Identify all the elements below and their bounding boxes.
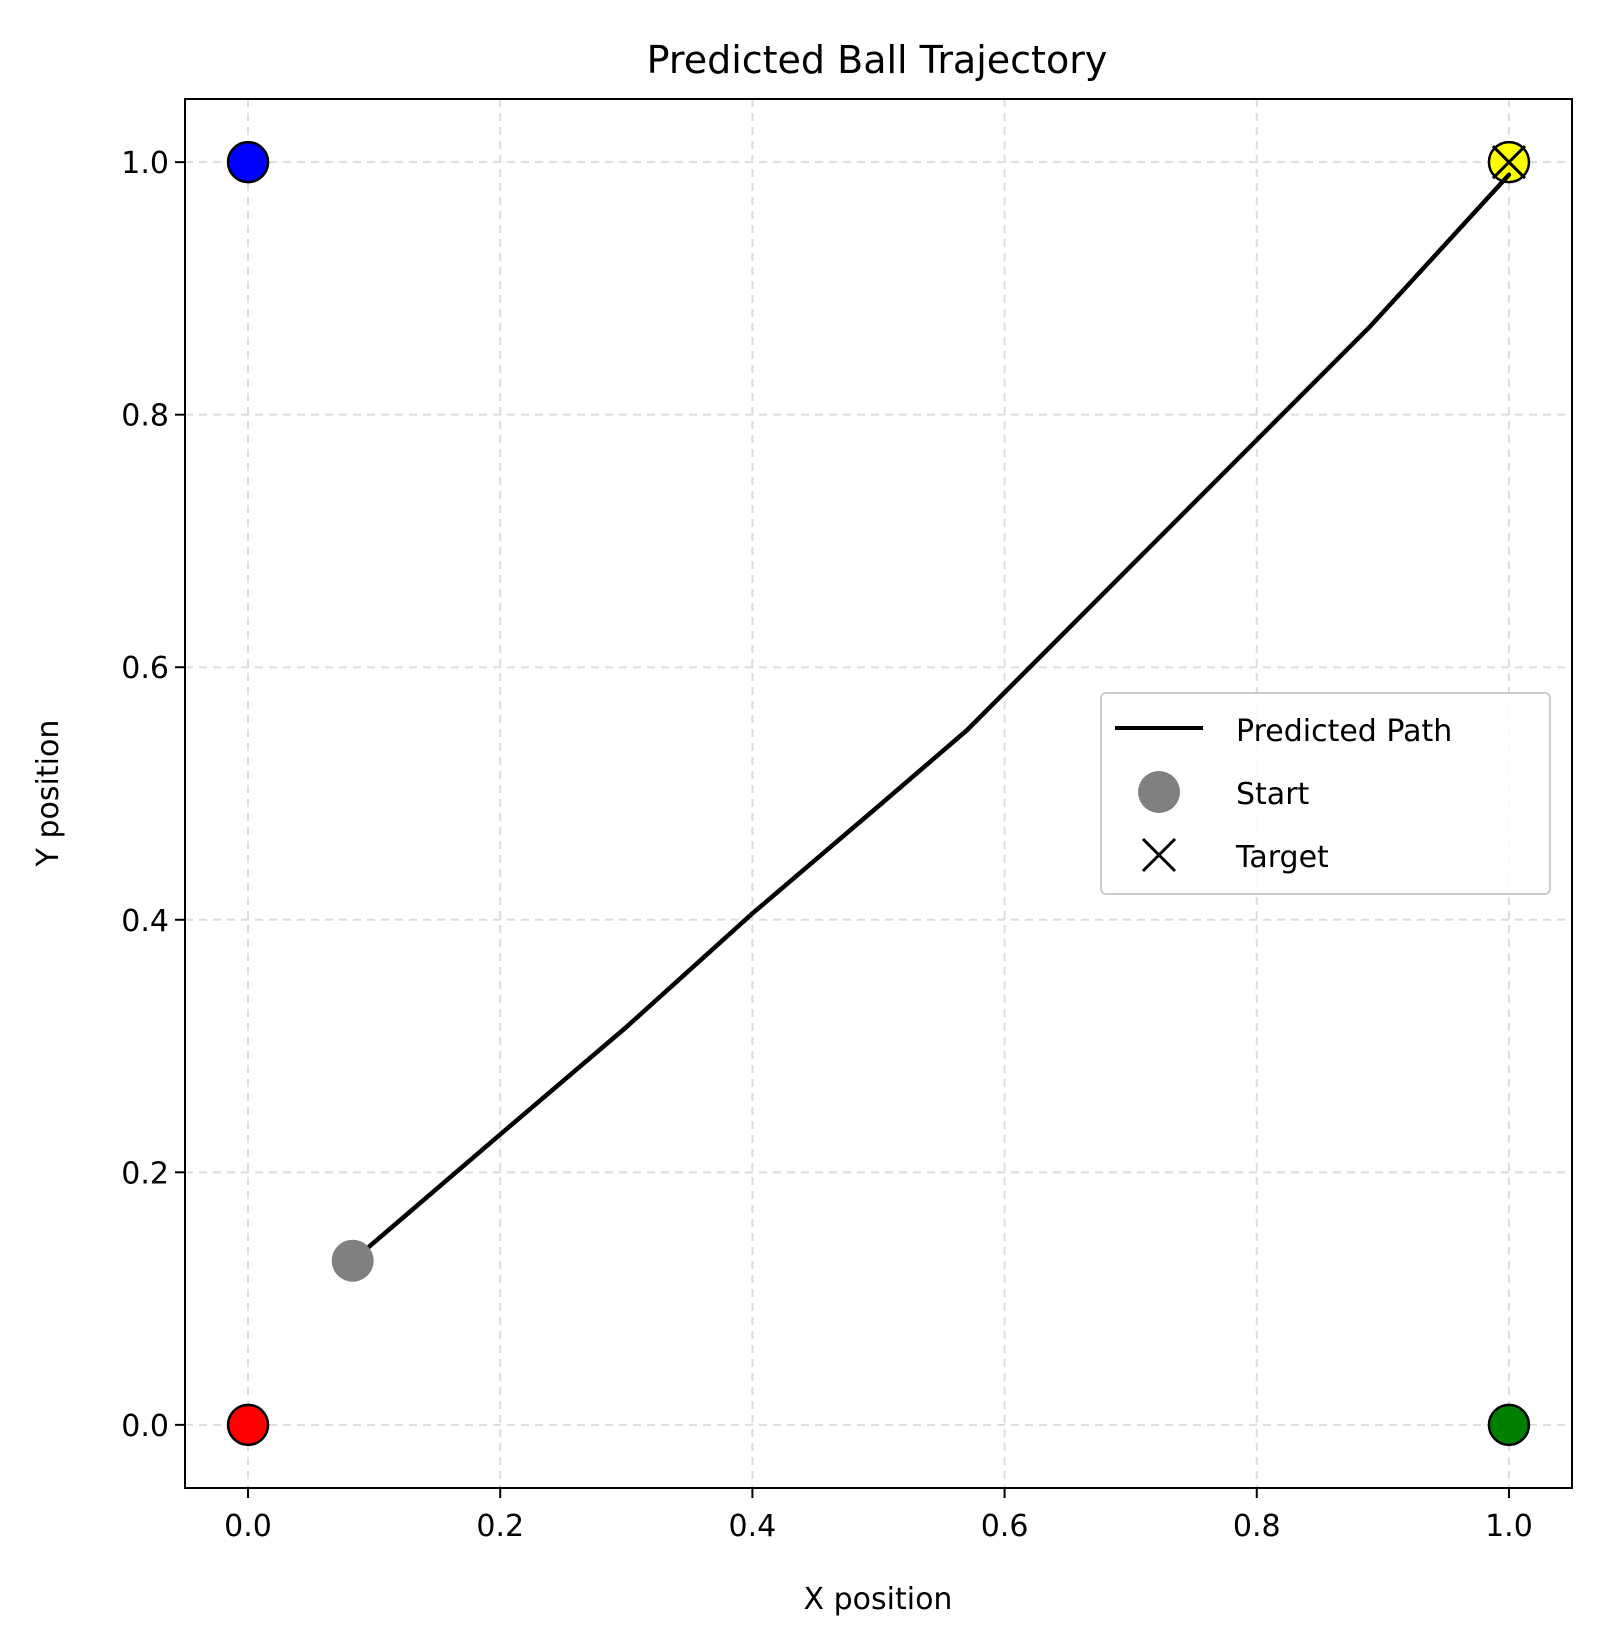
- chart-title: Predicted Ball Trajectory: [647, 38, 1108, 82]
- trajectory: [350, 172, 1512, 1263]
- x-tick-label: 0.8: [1233, 1509, 1281, 1544]
- x-tick-label: 1.0: [1485, 1509, 1533, 1544]
- legend-start-swatch: [1138, 771, 1180, 813]
- x-axis-label: X position: [804, 1582, 953, 1617]
- y-tick-label: 0.8: [121, 399, 169, 434]
- x-axis-ticks: 0.0 0.2 0.4 0.6 0.8 1.0: [224, 1488, 1533, 1544]
- corner-points: [226, 140, 1531, 1447]
- y-axis-ticks: 0.0 0.2 0.4 0.6 0.8 1.0: [121, 146, 185, 1444]
- y-tick-label: 0.2: [121, 1156, 169, 1191]
- x-tick-label: 0.6: [981, 1509, 1029, 1544]
- y-axis-label: Y position: [31, 720, 66, 868]
- legend-label-target: Target: [1235, 840, 1329, 875]
- legend-label-predicted-path: Predicted Path: [1236, 714, 1452, 749]
- plot-frame: [184, 98, 1573, 1489]
- x-tick-label: 0.4: [729, 1509, 777, 1544]
- predicted-path-line: [350, 172, 1512, 1263]
- y-tick-label: 0.0: [121, 1409, 169, 1444]
- y-tick-label: 0.4: [121, 904, 169, 939]
- legend-target-swatch: [1141, 837, 1177, 873]
- corner-point: [226, 140, 270, 184]
- corner-point: [226, 1403, 270, 1447]
- y-tick-label: 1.0: [121, 146, 169, 181]
- legend-box: [1100, 692, 1551, 895]
- markers: [331, 145, 1527, 1282]
- target-marker: [1491, 145, 1527, 180]
- corner-point: [1487, 1403, 1531, 1447]
- legend-label-start: Start: [1236, 777, 1310, 812]
- grid: [185, 99, 1572, 1488]
- x-tick-label: 0.0: [224, 1509, 272, 1544]
- x-tick-label: 0.2: [476, 1509, 524, 1544]
- start-marker: [331, 1239, 374, 1282]
- y-tick-label: 0.6: [121, 651, 169, 686]
- legend: Predicted Path Start Target: [1100, 692, 1551, 895]
